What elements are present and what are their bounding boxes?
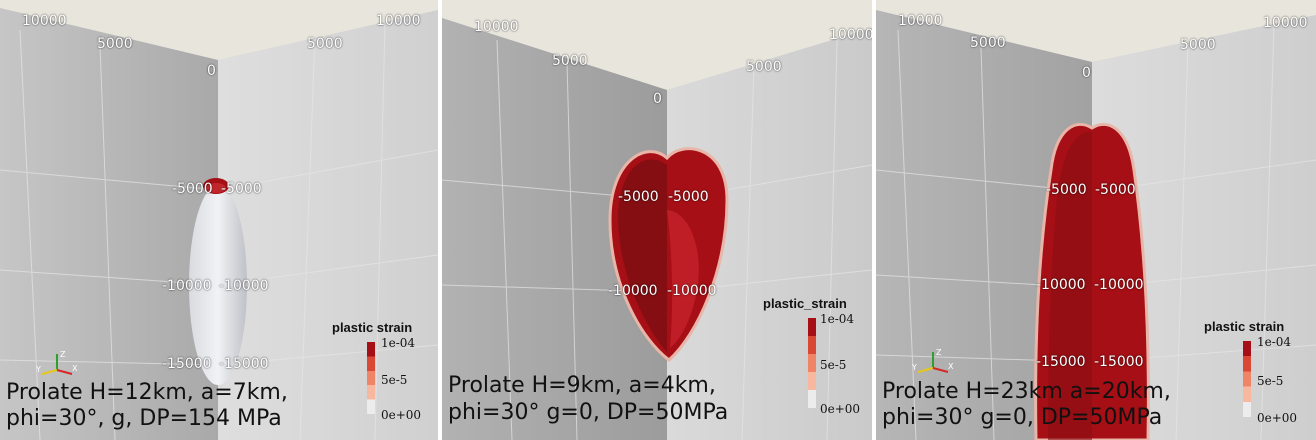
axis-label: -15000 bbox=[219, 356, 269, 372]
axis-label: 10000 bbox=[898, 13, 943, 29]
top-face bbox=[0, 0, 438, 60]
axis-label: -5000 bbox=[1046, 182, 1087, 198]
axis-label: -10000 bbox=[608, 283, 658, 299]
colorbar-max-label: 1e-04 bbox=[1257, 335, 1292, 349]
axis-label: 10000 bbox=[376, 13, 421, 29]
panel-divider bbox=[872, 0, 876, 440]
axis-label: -15000 bbox=[162, 356, 212, 372]
axis-label: 5000 bbox=[1180, 37, 1216, 53]
triad-y-label: Y bbox=[35, 365, 41, 374]
axis-label: 10000 bbox=[1263, 15, 1308, 31]
colorbar-max-label: 1e-04 bbox=[381, 336, 416, 350]
scene-3d-view bbox=[0, 0, 438, 440]
axis-label: -5000 bbox=[1095, 182, 1136, 198]
axis-label: -10000 bbox=[219, 278, 269, 294]
axis-label: 5000 bbox=[970, 35, 1006, 51]
axis-label: -5000 bbox=[221, 181, 262, 197]
right-face bbox=[667, 28, 872, 440]
colorbar-mid-label: 5e-5 bbox=[381, 373, 408, 387]
magma-body bbox=[189, 185, 247, 385]
scene-3d-view bbox=[876, 0, 1316, 440]
panel-1: 10000 5000 5000 10000 0 -5000 -5000 -100… bbox=[0, 0, 438, 440]
triad-x-label: X bbox=[948, 362, 954, 371]
panel-2: 10000 5000 5000 10000 0 -5000 -5000 -100… bbox=[442, 0, 872, 440]
colorbar-min-label: 0e+00 bbox=[1257, 411, 1298, 425]
axis-label: 5000 bbox=[746, 59, 782, 75]
caption-line-1: Prolate H=9km, a=4km, bbox=[448, 373, 716, 398]
axis-label: 10000 bbox=[22, 13, 67, 29]
orientation-axes-icon: Z Y X bbox=[911, 348, 954, 373]
colorbar-title: plastic_strain bbox=[763, 296, 847, 311]
caption-line-1: Prolate H=23km a=20km, bbox=[882, 379, 1171, 404]
axis-label: 10000 bbox=[829, 27, 872, 43]
triad-z-label: Z bbox=[60, 350, 66, 359]
caption-line-2: phi=30° g=0, DP=50MPa bbox=[448, 400, 729, 425]
top-face bbox=[442, 0, 872, 90]
axis-label: -10000 bbox=[1094, 277, 1144, 293]
colorbar-min-label: 0e+00 bbox=[820, 402, 861, 416]
axis-label: 5000 bbox=[307, 36, 343, 52]
scene-3d-view bbox=[442, 0, 872, 440]
colorbar-title: plastic strain bbox=[332, 320, 413, 335]
colorbar-title: plastic strain bbox=[1204, 319, 1285, 334]
triad-z-label: Z bbox=[936, 348, 942, 357]
colorbar-max-label: 1e-04 bbox=[820, 312, 855, 326]
colorbar-mid-label: 5e-5 bbox=[1257, 374, 1284, 388]
axis-label: -15000 bbox=[1036, 354, 1086, 370]
axis-label: -5000 bbox=[618, 189, 659, 205]
axis-label: -15000 bbox=[1094, 354, 1144, 370]
axis-label: -10000 bbox=[162, 278, 212, 294]
left-face bbox=[0, 8, 218, 440]
orientation-axes-icon: Z Y X bbox=[35, 350, 78, 375]
colorbar-mid-label: 5e-5 bbox=[820, 358, 847, 372]
caption-line-2: phi=30°, g, DP=154 MPa bbox=[6, 406, 282, 431]
axis-label: 5000 bbox=[97, 36, 133, 52]
panel-divider bbox=[438, 0, 442, 440]
caption-line-1: Prolate H=12km, a=7km, bbox=[6, 380, 288, 405]
axis-label: 10000 bbox=[474, 19, 519, 35]
axis-label: -10000 bbox=[667, 283, 717, 299]
colorbar bbox=[367, 342, 375, 414]
left-face bbox=[442, 18, 667, 440]
axis-label: 5000 bbox=[552, 53, 588, 69]
axis-label: 0 bbox=[653, 91, 662, 107]
grid-lines bbox=[0, 21, 438, 440]
panel-3: 10000 5000 5000 10000 0 -5000 -5000 -100… bbox=[876, 0, 1316, 440]
axis-label: 0 bbox=[1082, 65, 1091, 81]
colorbar bbox=[808, 318, 816, 408]
top-face bbox=[876, 0, 1316, 62]
triad-x-label: X bbox=[72, 364, 78, 373]
axis-label: -5000 bbox=[668, 189, 709, 205]
caption-line-2: phi=30° g=0, DP=50MPa bbox=[882, 405, 1163, 430]
axis-label: -10000 bbox=[1036, 277, 1086, 293]
triad-y-label: Y bbox=[911, 363, 917, 372]
colorbar bbox=[1243, 341, 1251, 417]
axis-label: 0 bbox=[207, 63, 216, 79]
axis-label: -5000 bbox=[172, 181, 213, 197]
colorbar-min-label: 0e+00 bbox=[381, 408, 422, 422]
